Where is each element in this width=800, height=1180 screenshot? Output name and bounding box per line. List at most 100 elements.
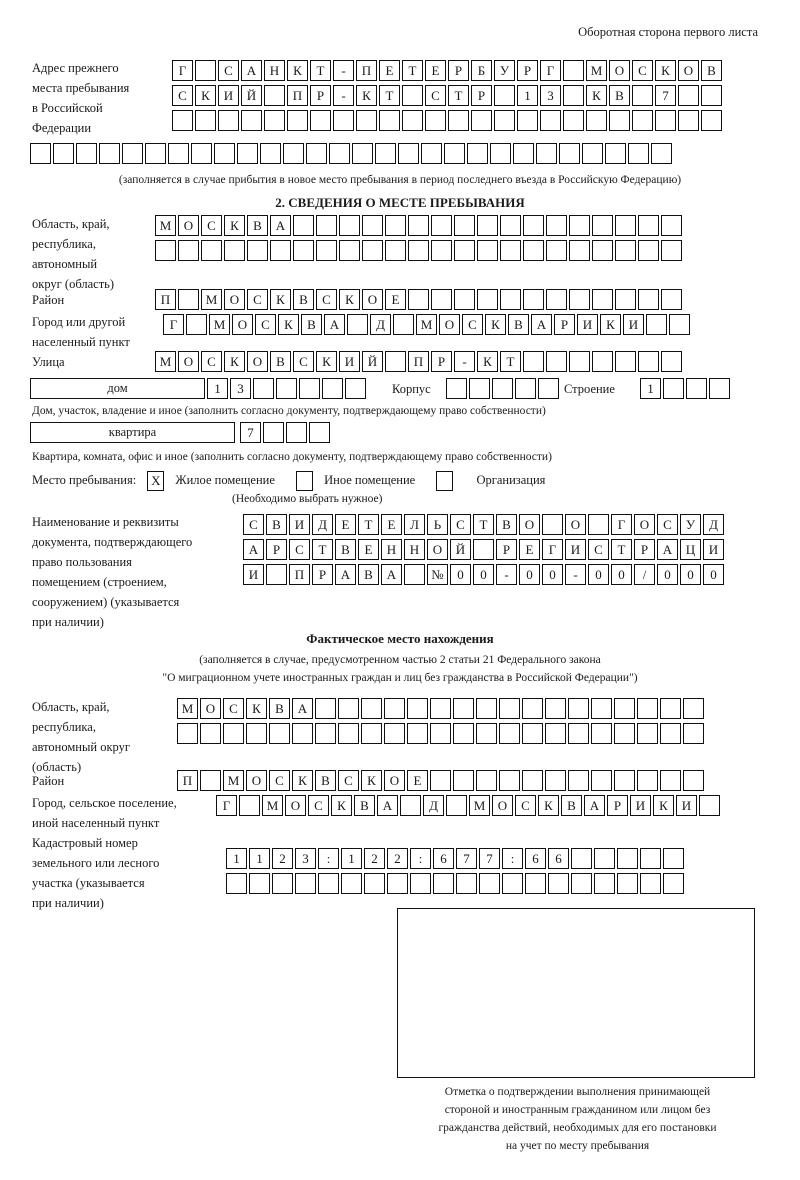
char-cell[interactable]: С xyxy=(255,314,276,335)
char-cell[interactable]: Г xyxy=(163,314,184,335)
char-cell[interactable]: Г xyxy=(542,539,563,560)
char-cell[interactable] xyxy=(453,770,474,791)
char-cell[interactable] xyxy=(145,143,166,164)
char-cell[interactable]: О xyxy=(178,215,199,236)
char-cell[interactable]: В xyxy=(354,795,375,816)
flat-number-cells[interactable]: 7 xyxy=(240,422,330,443)
char-cell[interactable] xyxy=(569,289,590,310)
char-cell[interactable]: Д xyxy=(312,514,333,535)
char-cell[interactable] xyxy=(669,314,690,335)
char-cell[interactable]: К xyxy=(538,795,559,816)
cadastral-row-2[interactable] xyxy=(226,873,684,894)
char-cell[interactable] xyxy=(582,143,603,164)
char-cell[interactable] xyxy=(523,215,544,236)
char-cell[interactable]: К xyxy=(655,60,676,81)
char-cell[interactable] xyxy=(500,289,521,310)
char-cell[interactable] xyxy=(568,698,589,719)
char-cell[interactable] xyxy=(421,143,442,164)
char-cell[interactable] xyxy=(292,723,313,744)
char-cell[interactable] xyxy=(502,873,523,894)
document-row-3[interactable]: И П Р А В А № 0 0-0 0-0 0/0 0 0 xyxy=(243,564,724,585)
char-cell[interactable]: В xyxy=(315,770,336,791)
char-cell[interactable]: М xyxy=(262,795,283,816)
char-cell[interactable] xyxy=(615,240,636,261)
char-cell[interactable]: 0 xyxy=(473,564,494,585)
char-cell[interactable]: М xyxy=(586,60,607,81)
char-cell[interactable]: Й xyxy=(450,539,471,560)
char-cell[interactable] xyxy=(609,110,630,131)
char-cell[interactable]: О xyxy=(439,314,460,335)
char-cell[interactable] xyxy=(569,215,590,236)
char-cell[interactable] xyxy=(223,723,244,744)
char-cell[interactable] xyxy=(651,143,672,164)
char-cell[interactable] xyxy=(453,698,474,719)
char-cell[interactable]: П xyxy=(287,85,308,106)
char-cell[interactable]: И xyxy=(703,539,724,560)
char-cell[interactable] xyxy=(446,378,467,399)
char-cell[interactable]: И xyxy=(289,514,310,535)
char-cell[interactable] xyxy=(476,770,497,791)
char-cell[interactable] xyxy=(338,723,359,744)
char-cell[interactable] xyxy=(253,378,274,399)
char-cell[interactable]: П xyxy=(155,289,176,310)
char-cell[interactable]: : xyxy=(318,848,339,869)
char-cell[interactable] xyxy=(525,873,546,894)
char-cell[interactable]: 0 xyxy=(657,564,678,585)
char-cell[interactable] xyxy=(536,143,557,164)
char-cell[interactable]: И xyxy=(218,85,239,106)
char-cell[interactable]: Р xyxy=(312,564,333,585)
char-cell[interactable] xyxy=(522,698,543,719)
char-cell[interactable]: - xyxy=(333,85,354,106)
checkbox-zhiloe[interactable]: Х xyxy=(147,471,165,492)
char-cell[interactable] xyxy=(226,873,247,894)
char-cell[interactable]: И xyxy=(339,351,360,372)
char-cell[interactable]: Р xyxy=(634,539,655,560)
char-cell[interactable] xyxy=(191,143,212,164)
char-cell[interactable] xyxy=(686,378,707,399)
char-cell[interactable]: С xyxy=(201,351,222,372)
char-cell[interactable] xyxy=(523,240,544,261)
char-cell[interactable] xyxy=(683,770,704,791)
char-cell[interactable] xyxy=(306,143,327,164)
char-cell[interactable]: П xyxy=(408,351,429,372)
char-cell[interactable] xyxy=(546,289,567,310)
char-cell[interactable] xyxy=(246,723,267,744)
char-cell[interactable]: Т xyxy=(473,514,494,535)
char-cell[interactable] xyxy=(479,873,500,894)
char-cell[interactable]: К xyxy=(653,795,674,816)
char-cell[interactable]: 2 xyxy=(272,848,293,869)
char-cell[interactable] xyxy=(431,215,452,236)
char-cell[interactable]: Д xyxy=(370,314,391,335)
char-cell[interactable] xyxy=(709,378,730,399)
char-cell[interactable] xyxy=(605,143,626,164)
char-cell[interactable]: К xyxy=(270,289,291,310)
char-cell[interactable] xyxy=(476,698,497,719)
char-cell[interactable] xyxy=(545,723,566,744)
char-cell[interactable]: Л xyxy=(404,514,425,535)
char-cell[interactable] xyxy=(591,698,612,719)
char-cell[interactable]: 2 xyxy=(387,848,408,869)
char-cell[interactable]: О xyxy=(232,314,253,335)
confirmation-stamp-box[interactable] xyxy=(397,908,755,1078)
char-cell[interactable] xyxy=(195,60,216,81)
char-cell[interactable] xyxy=(448,110,469,131)
char-cell[interactable]: П xyxy=(177,770,198,791)
char-cell[interactable] xyxy=(500,215,521,236)
char-cell[interactable] xyxy=(430,698,451,719)
char-cell[interactable] xyxy=(264,110,285,131)
char-cell[interactable]: 7 xyxy=(479,848,500,869)
char-cell[interactable] xyxy=(538,378,559,399)
char-cell[interactable]: В xyxy=(301,314,322,335)
char-cell[interactable] xyxy=(592,240,613,261)
char-cell[interactable] xyxy=(490,143,511,164)
char-cell[interactable]: 3 xyxy=(540,85,561,106)
char-cell[interactable]: К xyxy=(195,85,216,106)
char-cell[interactable]: А xyxy=(243,539,264,560)
char-cell[interactable] xyxy=(318,873,339,894)
char-cell[interactable]: О xyxy=(362,289,383,310)
char-cell[interactable] xyxy=(638,240,659,261)
